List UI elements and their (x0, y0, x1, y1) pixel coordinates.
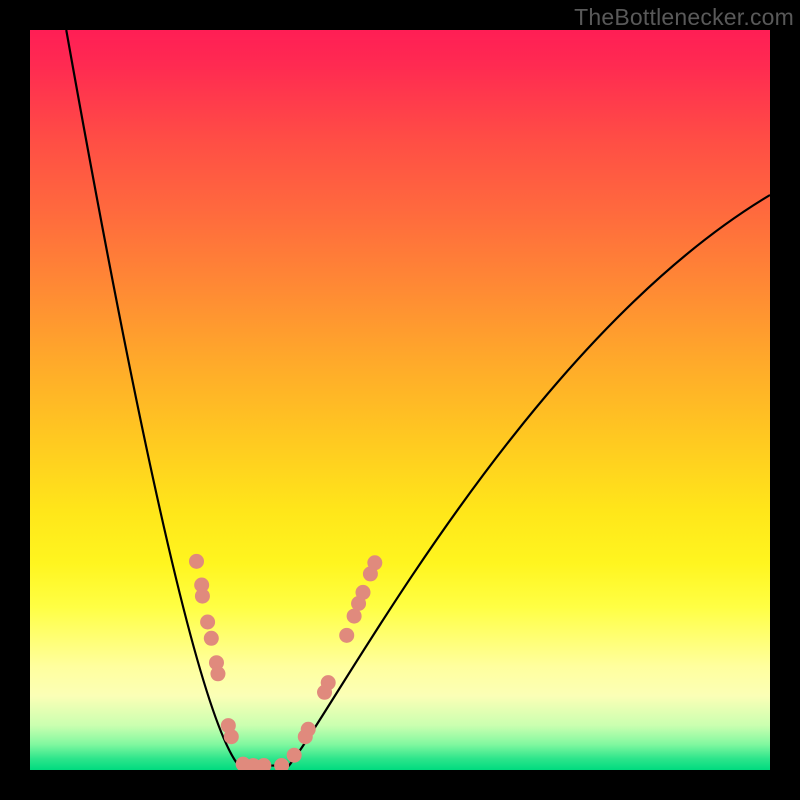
data-marker (321, 675, 336, 690)
data-marker (200, 615, 215, 630)
data-marker (204, 631, 219, 646)
data-marker (339, 628, 354, 643)
data-marker (301, 722, 316, 737)
chart-frame: TheBottlenecker.com (0, 0, 800, 800)
data-marker (356, 585, 371, 600)
chart-svg (0, 0, 800, 800)
data-marker (224, 729, 239, 744)
data-marker (287, 748, 302, 763)
watermark-text: TheBottlenecker.com (574, 4, 794, 31)
data-marker (189, 554, 204, 569)
data-marker (195, 589, 210, 604)
data-marker (367, 555, 382, 570)
data-marker (210, 666, 225, 681)
